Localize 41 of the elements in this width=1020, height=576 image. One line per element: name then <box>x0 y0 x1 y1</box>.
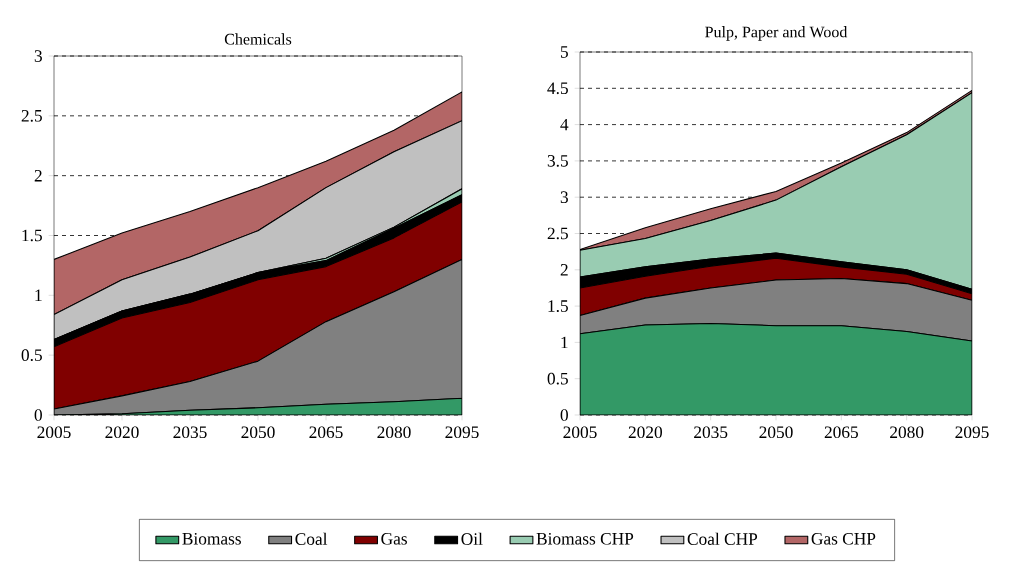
x-tick-label: 2035 <box>694 426 728 439</box>
legend-label: Gas CHP <box>811 532 876 545</box>
y-tick-label: 2 <box>34 169 42 182</box>
y-tick-label: 1.5 <box>548 300 568 312</box>
x-tick-label: 2035 <box>173 426 207 439</box>
legend-label: Biomass CHP <box>536 532 634 545</box>
legend-label: Coal CHP <box>687 532 758 545</box>
legend-label: Oil <box>461 532 483 545</box>
y-tick-label: 4.5 <box>547 82 568 95</box>
y-tick-label: 1 <box>35 289 42 302</box>
x-tick-label: 2095 <box>445 426 479 439</box>
chart-title: Chemicals <box>224 33 292 45</box>
y-tick-label: 0 <box>560 409 568 421</box>
x-tick-label: 2020 <box>105 426 139 439</box>
y-tick-label: 2 <box>560 264 568 276</box>
y-tick-label: 1 <box>561 336 568 349</box>
y-tick-label: 5 <box>560 46 568 58</box>
x-tick-label: 2065 <box>309 426 343 439</box>
x-tick-label: 2095 <box>955 426 989 439</box>
y-tick-label: 0.5 <box>21 349 42 362</box>
legend-label: Gas <box>381 532 407 545</box>
y-tick-label: 0 <box>34 409 42 421</box>
x-tick-label: 2080 <box>377 426 411 439</box>
y-tick-label: 1.5 <box>22 229 42 242</box>
legend-label: Biomass <box>182 532 241 545</box>
y-tick-label: 2.5 <box>21 109 42 122</box>
legend-label: Coal <box>295 532 328 545</box>
x-tick-label: 2050 <box>759 426 793 439</box>
x-tick-label: 2065 <box>824 426 858 439</box>
y-tick-label: 2.5 <box>547 227 568 240</box>
y-tick-label: 3 <box>560 191 568 204</box>
y-tick-label: 3.5 <box>547 155 568 167</box>
x-tick-label: 2080 <box>890 426 924 439</box>
x-tick-label: 2005 <box>37 426 71 439</box>
x-tick-label: 2020 <box>628 426 663 439</box>
y-tick-label: 0.5 <box>547 372 568 385</box>
y-tick-label: 4 <box>560 118 569 131</box>
x-tick-label: 2050 <box>241 426 275 439</box>
chart-title: Pulp, Paper and Wood <box>705 26 848 41</box>
y-tick-label: 3 <box>34 50 42 62</box>
x-tick-label: 2005 <box>563 426 597 439</box>
